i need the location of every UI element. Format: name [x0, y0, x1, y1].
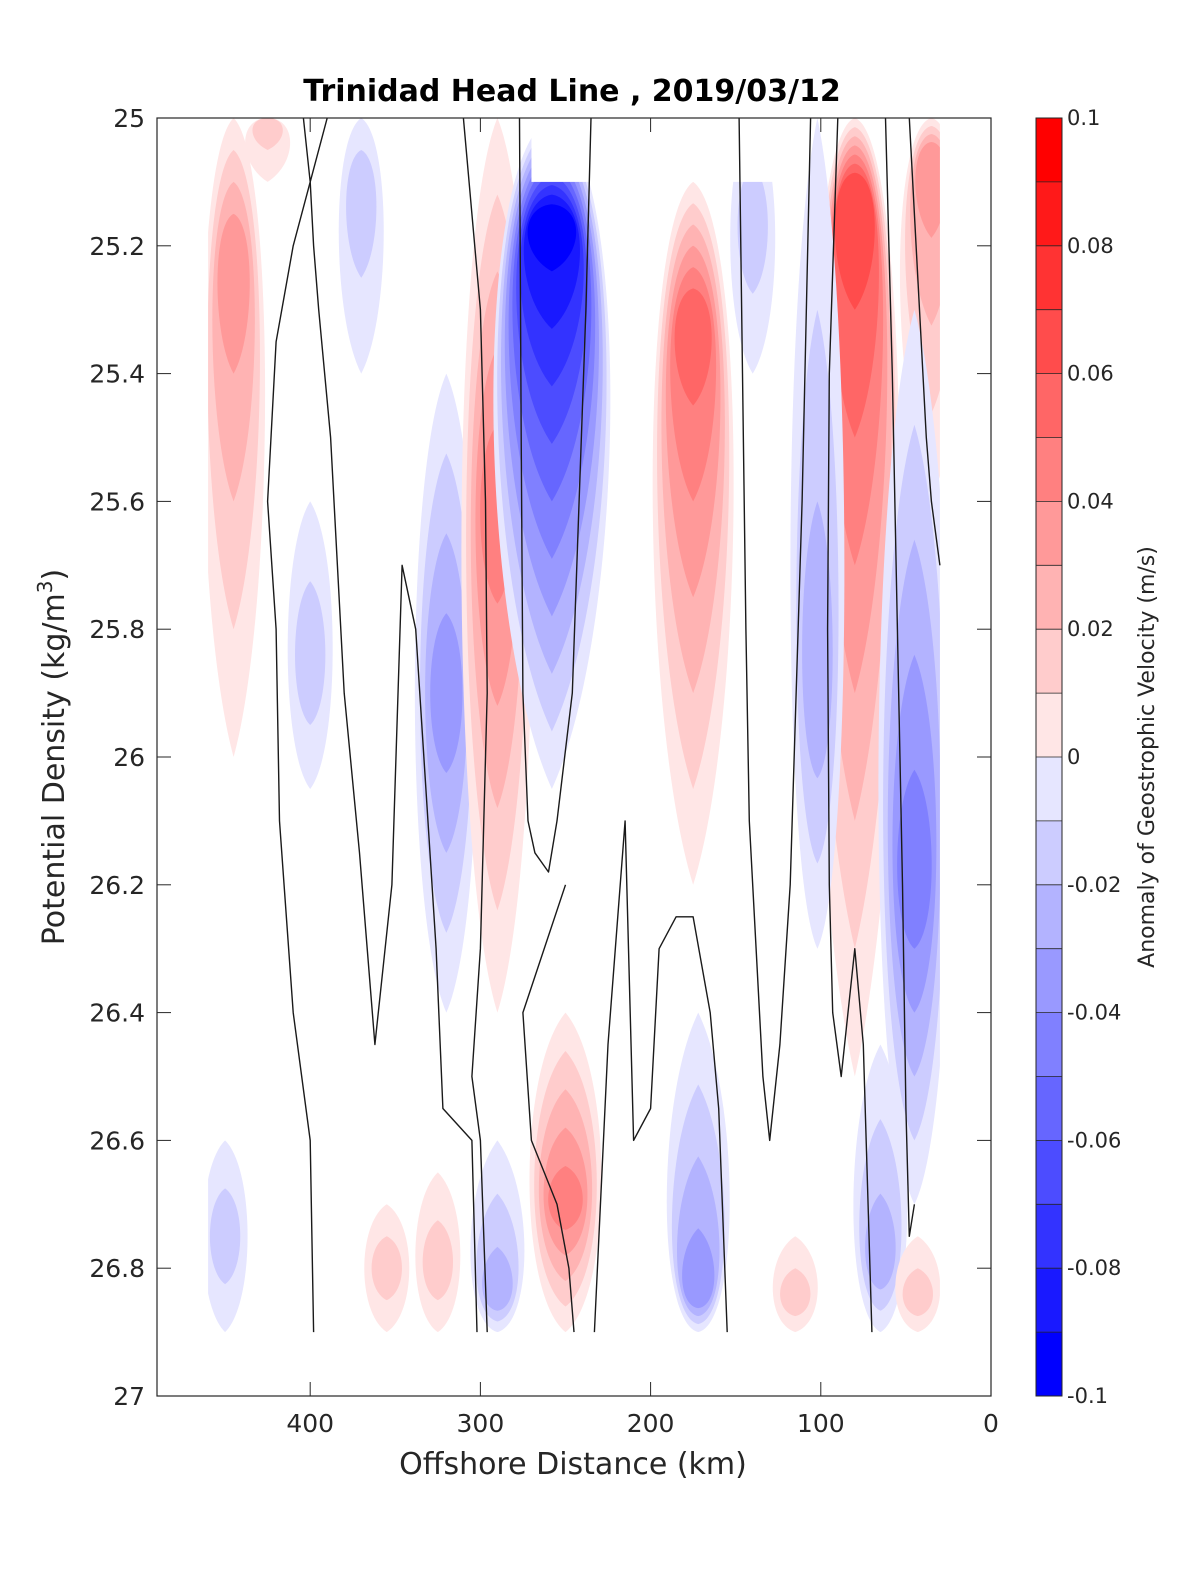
y-axis: 25 25.2 25.4 25.6 25.8 26 26.2 26.4 26.6 26.8 27	[89, 104, 991, 1411]
velocity-band-5-level-10	[527, 204, 577, 272]
velocity-band-11-level-5	[548, 1165, 583, 1230]
x-tick-label: 100	[797, 1409, 845, 1438]
colorbar-tick-label: 0.02	[1067, 617, 1114, 641]
velocity-band-2-level-2	[252, 118, 283, 150]
colorbar-segment	[1036, 884, 1062, 950]
zero-contour-8	[884, 118, 916, 1238]
colorbar-tick-label: -0.04	[1067, 1001, 1121, 1025]
velocity-band-21-level-2	[294, 581, 326, 726]
colorbar-tick-label: -0.06	[1067, 1128, 1121, 1152]
chart-title: Trinidad Head Line , 2019/03/12	[303, 74, 840, 109]
y-axis-label-part: 3	[33, 580, 57, 593]
velocity-band-8-level-4	[915, 141, 948, 238]
zero-contour-6	[738, 118, 812, 1142]
x-tick-label: 300	[457, 1409, 505, 1438]
velocity-band-19-level-2	[902, 1268, 933, 1317]
y-axis-label-part: )	[37, 569, 72, 581]
zero-contour-2	[302, 118, 478, 1333]
velocity-band-9-level-3	[802, 501, 833, 779]
y-tick-label: 26.8	[89, 1254, 145, 1283]
y-tick-label: 25.8	[89, 615, 145, 644]
colorbar	[1035, 117, 1063, 1397]
velocity-band-0-level-4	[217, 213, 250, 374]
colorbar-tick-label: -0.02	[1067, 873, 1121, 897]
zero-contour-5	[593, 820, 728, 1333]
colorbar-tick-label: 0.1	[1067, 106, 1100, 130]
colorbar-segment	[1036, 118, 1062, 183]
velocity-band-3-level-4	[430, 613, 463, 773]
velocity-band-12-level-4	[682, 1228, 715, 1309]
colorbar-segment	[1036, 1076, 1062, 1141]
colorbar-tick-label: 0	[1067, 745, 1080, 769]
y-tick-label: 26.4	[89, 999, 145, 1028]
velocity-band-13-level-3	[482, 1246, 513, 1311]
y-tick-label: 25	[113, 104, 145, 133]
colorbar-ticks: 0.1 0.08 0.06 0.04 0.02 0 -0.02 -0.04 -0.06 -0.08…	[1036, 106, 1121, 1408]
velocity-band-7-level-7	[834, 172, 875, 310]
y-axis-label-part: Potential Density (kg/m	[37, 593, 72, 945]
colorbar-segment	[1036, 373, 1062, 438]
zero-contour-0	[266, 118, 328, 1333]
y-tick-label: 25.2	[89, 232, 145, 261]
velocity-band-18-level-2	[780, 1268, 811, 1317]
colorbar-segment	[1036, 1268, 1062, 1333]
velocity-band-16-level-2	[422, 1220, 454, 1301]
y-tick-label: 25.6	[89, 487, 145, 516]
colorbar-segment	[1036, 565, 1062, 630]
colorbar-tick-label: -0.08	[1067, 1256, 1121, 1280]
colorbar-segment	[1036, 181, 1062, 247]
velocity-band-14-level-2	[209, 1188, 241, 1285]
colorbar-segment	[1036, 948, 1062, 1014]
velocity-band-1-level-2	[346, 149, 377, 278]
colorbar-segment	[1036, 693, 1062, 758]
x-tick-label: 400	[286, 1409, 334, 1438]
mask-bottom	[157, 1332, 991, 1396]
velocity-band-17-level-3	[865, 1193, 896, 1290]
colorbar-segment	[1036, 629, 1062, 694]
zero-contour-1	[522, 884, 575, 1333]
x-tick-label: 200	[627, 1409, 675, 1438]
x-axis-label: Offshore Distance (km)	[399, 1447, 747, 1482]
velocity-band-15-level-2	[371, 1236, 402, 1301]
y-tick-label: 25.4	[89, 360, 145, 389]
colorbar-tick-label: 0.06	[1067, 362, 1114, 386]
colorbar-segment	[1036, 309, 1062, 375]
colorbar-tick-label: -0.1	[1067, 1384, 1108, 1408]
colorbar-label: Anomaly of Geostrophic Velocity (m/s)	[1135, 546, 1160, 968]
y-tick-label: 26.6	[89, 1126, 145, 1155]
zero-contour-4	[518, 118, 592, 873]
velocity-band-20-level-2	[737, 165, 768, 294]
colorbar-segment	[1036, 1332, 1062, 1397]
zero-contour-lines	[266, 118, 941, 1333]
zero-contour-7	[826, 118, 873, 1333]
velocity-band-6-level-6	[674, 288, 712, 406]
zero-contour-3	[462, 118, 488, 1333]
x-axis: 400 300 200 100 0	[286, 118, 999, 1438]
colorbar-segment	[1036, 820, 1062, 886]
colorbar-segment	[1036, 245, 1062, 311]
y-tick-label: 26	[113, 743, 145, 772]
colorbar-tick-label: 0.04	[1067, 489, 1114, 513]
colorbar-segment	[1036, 1012, 1062, 1077]
y-axis-label: Potential Density (kg/m3)	[33, 569, 72, 945]
y-tick-label: 26.2	[89, 871, 145, 900]
colorbar-tick-label: 0.08	[1067, 234, 1114, 258]
zero-contour-9	[908, 118, 941, 566]
y-tick-label: 27	[113, 1382, 145, 1411]
velocity-band-10-level-5	[897, 769, 932, 949]
x-tick-label: 0	[983, 1409, 999, 1438]
colorbar-segment	[1036, 437, 1062, 502]
colorbar-segment	[1036, 757, 1062, 822]
masked-no-data-region	[531, 118, 796, 182]
colorbar-segment	[1036, 1140, 1062, 1205]
colorbar-segment	[1036, 1204, 1062, 1269]
colorbar-segment	[1036, 501, 1062, 566]
